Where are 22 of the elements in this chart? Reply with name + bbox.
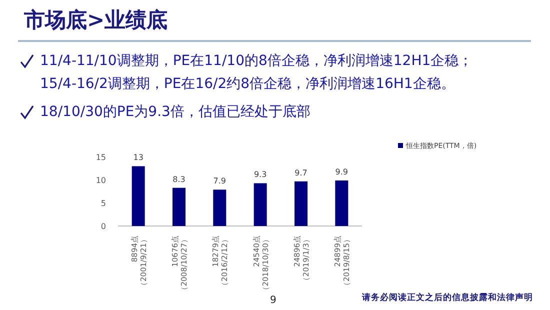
data-label: 8.3 [172, 174, 186, 184]
y-tick-label: 5 [100, 199, 106, 208]
bar [335, 180, 348, 226]
bar [254, 183, 267, 226]
data-label: 9.7 [294, 168, 308, 178]
bar [294, 181, 308, 226]
text: 11/4-11/10调整期，PE在11/10的8倍企稳，净利润增速12H1企稳； [40, 52, 473, 71]
y-tick-label: 15 [96, 153, 106, 162]
data-label: 7.9 [213, 176, 226, 186]
text: 9 [270, 295, 276, 306]
data-label: 9.9 [335, 167, 348, 176]
text: 请务必阅读正文之后的信息披露和法律声明 [362, 292, 533, 304]
bar [172, 188, 186, 226]
data-label: 9.3 [254, 170, 267, 180]
y-tick-label: 10 [96, 176, 106, 185]
data-label: 13 [133, 153, 144, 162]
bar [132, 166, 145, 226]
text: 15/4-16/2调整期，PE在16/2约8倍企稳，净利润增速16H1企稳。 [40, 75, 455, 94]
chart-title: 市场底>业绩底 [24, 7, 168, 34]
bar [213, 190, 226, 226]
text: 18/10/30的PE为9.3倍，估值已经处于底部 [40, 103, 310, 122]
y-tick-label: 0 [100, 222, 106, 231]
